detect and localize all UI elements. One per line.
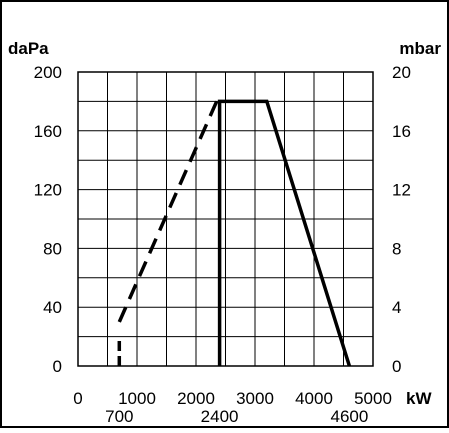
y-tick-label-left: 200	[34, 63, 62, 82]
y-tick-label-left: 120	[34, 181, 62, 200]
x-tick-label: 2000	[177, 389, 215, 408]
x-annotation-label: 4600	[330, 407, 368, 426]
grid	[78, 72, 373, 366]
x-tick-label: 4000	[295, 389, 333, 408]
x-tick-label: 5000	[354, 389, 392, 408]
y-axis-left-unit: daPa	[8, 39, 49, 58]
x-annotation-label: 2400	[201, 407, 239, 426]
x-tick-label: 3000	[236, 389, 274, 408]
y-axis-right-unit: mbar	[399, 39, 441, 58]
series-solid-line	[217, 99, 352, 367]
y-tick-label-right: 16	[392, 122, 411, 141]
y-tick-label-right: 12	[392, 181, 411, 200]
x-tick-label: 0	[73, 389, 82, 408]
y-tick-label-right: 0	[392, 357, 401, 376]
y-tick-label-right: 20	[392, 63, 411, 82]
series-layer	[117, 99, 352, 367]
y-tick-label-right: 8	[392, 239, 401, 258]
x-annotation-label: 700	[105, 407, 133, 426]
plot-area-border	[77, 71, 374, 367]
y-tick-label-left: 160	[34, 122, 62, 141]
y-tick-label-left: 80	[43, 239, 62, 258]
x-axis-unit: kW	[406, 389, 432, 408]
y-tick-label-left: 0	[53, 357, 62, 376]
y-tick-label-right: 4	[392, 298, 401, 317]
x-tick-label: 1000	[118, 389, 156, 408]
y-tick-label-left: 40	[43, 298, 62, 317]
series-dashed-line	[117, 100, 219, 323]
